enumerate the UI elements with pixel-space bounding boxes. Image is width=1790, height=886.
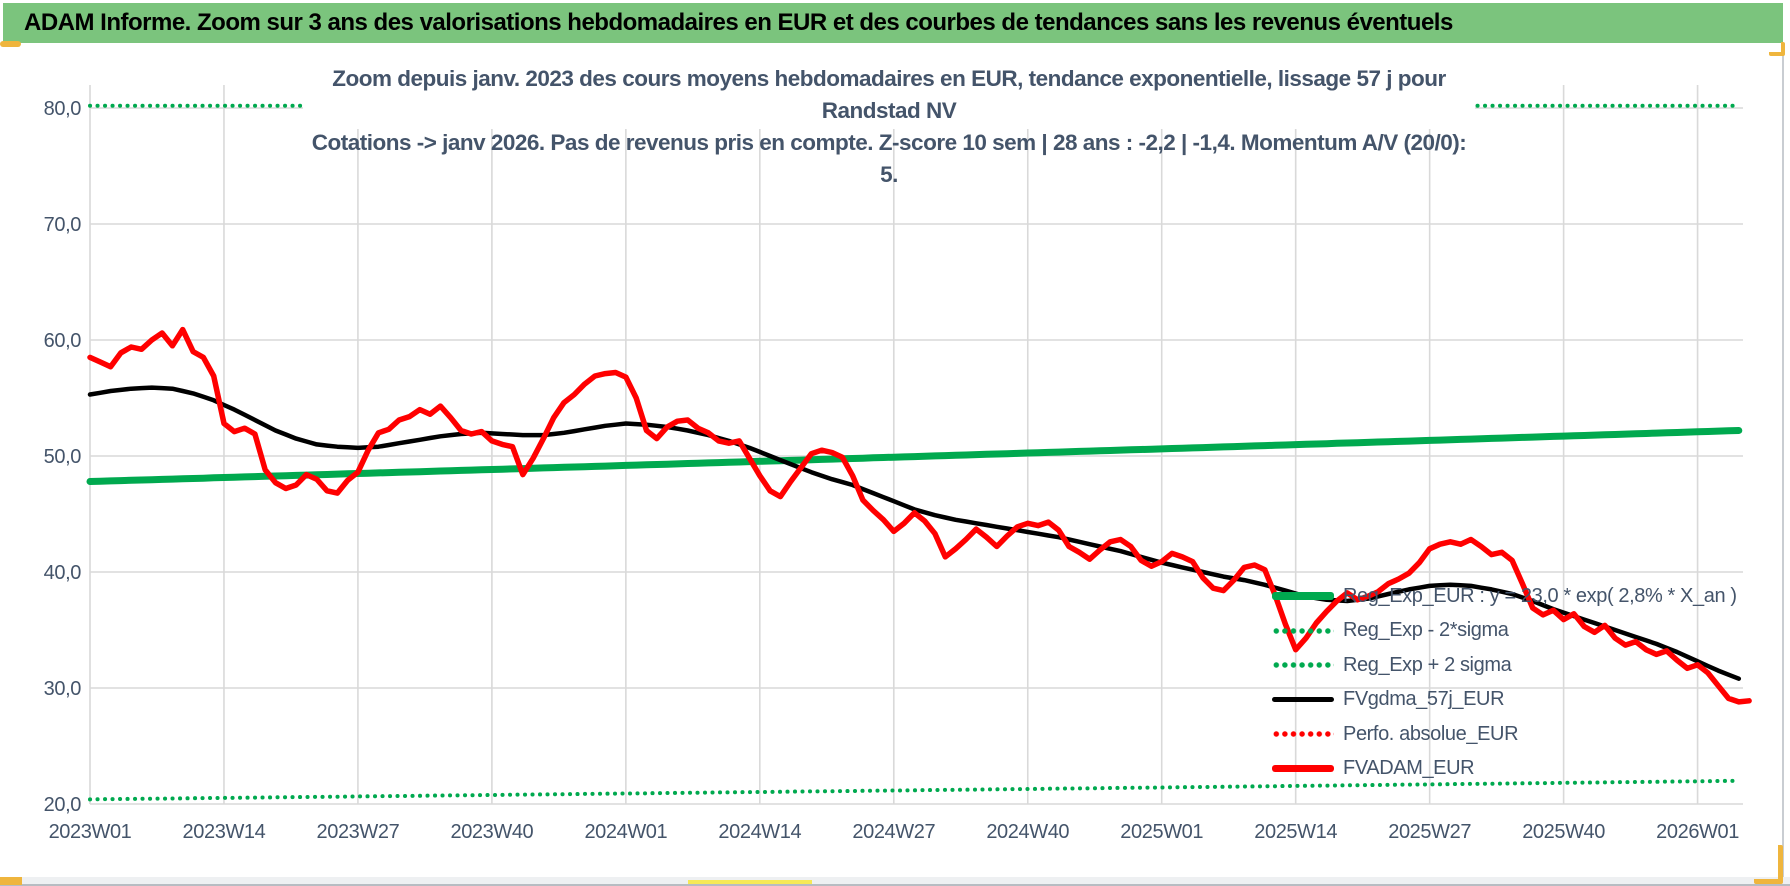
legend-swatch-dotted-red-icon — [1272, 729, 1334, 740]
legend-label: Perfo. absolue_EUR — [1343, 722, 1519, 745]
y-axis-label: 40,0 — [44, 562, 82, 584]
selection-handle-top-left[interactable] — [0, 41, 21, 47]
x-axis-label: 2025W01 — [1120, 821, 1203, 843]
chart-title-line1: Zoom depuis janv. 2023 des cours moyens … — [332, 66, 1446, 123]
y-axis-label: 70,0 — [44, 214, 82, 236]
legend-swatch-solid-green-icon — [1272, 592, 1334, 601]
x-axis-label: 2023W40 — [450, 821, 533, 843]
legend-label: Reg_Exp_EUR : y = 23,0 * exp( 2,8% * X_a… — [1343, 584, 1737, 607]
chart-title: Zoom depuis janv. 2023 des cours moyens … — [303, 63, 1475, 187]
x-axis-label: 2025W14 — [1254, 821, 1337, 843]
legend-item-perfo-absolue[interactable]: Perfo. absolue_EUR — [1272, 717, 1737, 752]
legend-item-reg-exp-minus-2sigma[interactable]: Reg_Exp - 2*sigma — [1272, 614, 1737, 649]
chart-title-line2: Cotations -> janv 2026. Pas de revenus p… — [311, 130, 1467, 187]
y-axis-label: 50,0 — [44, 446, 82, 468]
page-title: ADAM Informe. Zoom sur 3 ans des valoris… — [24, 9, 1453, 36]
x-axis-label: 2023W14 — [183, 821, 266, 843]
legend-item-reg-exp[interactable]: Reg_Exp_EUR : y = 23,0 * exp( 2,8% * X_a… — [1272, 579, 1737, 614]
series-fvgdma-57j-eur[interactable] — [87, 385, 1742, 681]
bottom-scrollbar-track[interactable] — [0, 877, 1790, 884]
y-axis-label: 20,0 — [44, 794, 82, 816]
sheet-tab-highlight — [688, 880, 812, 884]
legend-label: Reg_Exp + 2 sigma — [1343, 653, 1512, 676]
legend-label: FVgdma_57j_EUR — [1343, 688, 1505, 711]
selection-handle-bottom-right[interactable] — [1754, 845, 1783, 884]
page-header-bar: ADAM Informe. Zoom sur 3 ans des valoris… — [3, 3, 1783, 43]
legend-swatch-dotted-green-icon — [1272, 625, 1334, 636]
x-axis-label: 2023W01 — [49, 821, 132, 843]
x-axis-label: 2025W27 — [1388, 821, 1471, 843]
series-reg-exp-2-sigma[interactable] — [88, 778, 1741, 802]
legend-item-reg-exp-plus-2sigma[interactable]: Reg_Exp + 2 sigma — [1272, 648, 1737, 683]
chart-legend[interactable]: Reg_Exp_EUR : y = 23,0 * exp( 2,8% * X_a… — [1272, 579, 1737, 786]
axis-labels: 80,0 70,0 60,0 50,0 40,0 30,0 20,0 2023W01 2023W… — [44, 98, 1740, 843]
y-axis-label: 30,0 — [44, 678, 82, 700]
legend-item-fvgdma[interactable]: FVgdma_57j_EUR — [1272, 683, 1737, 718]
legend-item-fvadam[interactable]: FVADAM_EUR — [1272, 752, 1737, 787]
selection-handle-bottom-left[interactable] — [0, 877, 22, 885]
legend-label: FVADAM_EUR — [1343, 757, 1475, 780]
series-fvadam-eur[interactable] — [87, 326, 1752, 705]
x-axis-label: 2024W40 — [986, 821, 1069, 843]
x-axis-label: 2023W27 — [317, 821, 400, 843]
legend-label: Reg_Exp - 2*sigma — [1343, 619, 1509, 642]
y-axis-label: 80,0 — [44, 98, 82, 120]
selection-handle-top-right[interactable] — [1769, 42, 1785, 56]
window-bottom-border — [0, 884, 1790, 886]
x-axis-label: 2024W01 — [584, 821, 667, 843]
legend-swatch-solid-black-icon — [1272, 697, 1334, 703]
window-right-border — [1782, 44, 1784, 877]
legend-swatch-solid-red-icon — [1272, 765, 1334, 773]
x-axis-label: 2024W27 — [852, 821, 935, 843]
x-axis-label: 2024W14 — [718, 821, 801, 843]
x-axis-label: 2025W40 — [1522, 821, 1605, 843]
x-axis-label: 2026W01 — [1656, 821, 1739, 843]
legend-swatch-dotted-green-icon — [1272, 660, 1334, 671]
series-reg-exp-eur-y-23-0-exp-2-8-x-an[interactable] — [86, 427, 1743, 485]
y-axis-label: 60,0 — [44, 330, 82, 352]
